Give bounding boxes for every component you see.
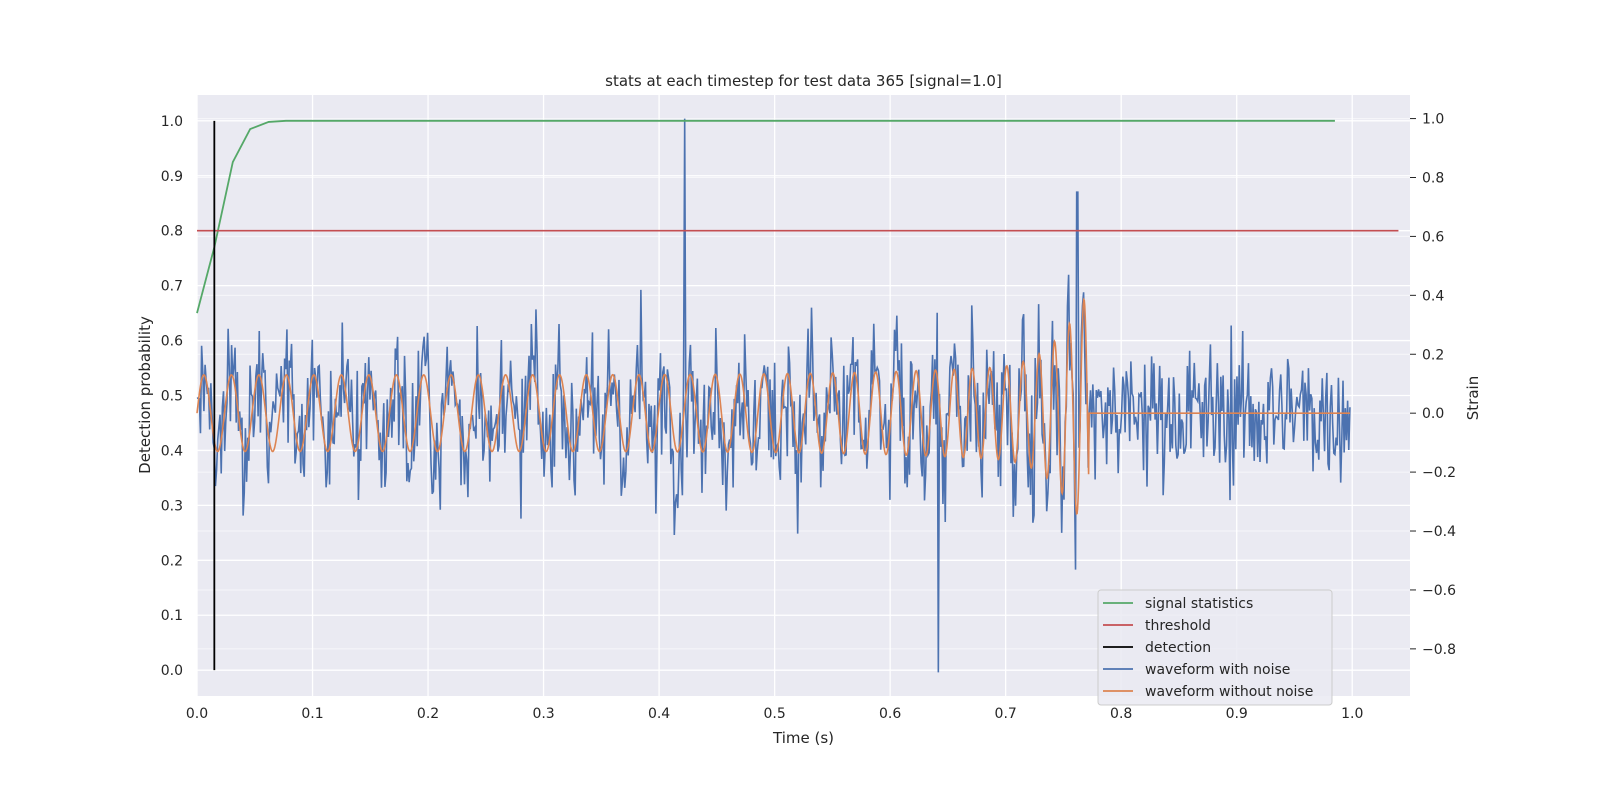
x-axis-label: Time (s): [772, 729, 834, 747]
y-tick-label-right: 0.4: [1422, 288, 1444, 304]
y-tick-label-left: 0.0: [161, 663, 183, 679]
legend-label-waveform-without-noise: waveform without noise: [1145, 684, 1313, 700]
y-tick-label-right: 0.6: [1422, 229, 1444, 245]
x-tick-label: 0.3: [532, 706, 554, 722]
series-waveform-with-noise: [196, 118, 1351, 673]
legend-label-signal-statistics: signal statistics: [1145, 596, 1253, 612]
y-tick-label-right: −0.4: [1422, 524, 1456, 540]
legend-box: [1097, 589, 1333, 706]
legend-label-waveform-with-noise: waveform with noise: [1145, 662, 1290, 678]
y-tick-label-left: 0.5: [161, 389, 183, 405]
ticks-layer: 0.0 0.1 0.2 0.3 0.4 0.5 0.6 0.7 0.8 0.9 1.0 0.0 0.1 0…: [161, 112, 1456, 722]
y-tick-label-left: 0.3: [161, 498, 183, 514]
x-tick-label: 0.4: [648, 706, 670, 722]
y-tick-label-left: 0.1: [161, 608, 183, 624]
x-tick-label: 0.7: [995, 706, 1017, 722]
y-tick-label-right: −0.8: [1422, 642, 1456, 658]
y-tick-label-left: 1.0: [161, 114, 183, 130]
y-tick-label-right: 0.0: [1422, 406, 1444, 422]
y-tick-label-left: 0.6: [161, 334, 183, 350]
y-tick-label-right: 1.0: [1422, 112, 1444, 128]
legend: signal statistics threshold detection wa…: [1097, 589, 1333, 706]
series-waveform-without-noise: [196, 297, 1350, 516]
x-tick-label: 0.6: [879, 706, 901, 722]
y-axis-label-right: Strain: [1464, 376, 1482, 420]
y-tick-label-right: −0.6: [1422, 583, 1456, 599]
x-tick-label: 0.8: [1110, 706, 1132, 722]
y-tick-label-left: 0.9: [161, 169, 183, 185]
y-tick-label-right: 0.2: [1422, 347, 1444, 363]
legend-label-threshold: threshold: [1145, 618, 1211, 634]
series-layer: [196, 118, 1399, 673]
x-tick-label: 0.5: [763, 706, 785, 722]
series-signal-statistics: [196, 119, 1335, 314]
y-tick-label-right: 0.8: [1422, 170, 1444, 186]
y-tick-label-left: 0.2: [161, 553, 183, 569]
y-tick-label-right: −0.2: [1422, 465, 1456, 481]
x-tick-label: 0.1: [301, 706, 323, 722]
chart-title: stats at each timestep for test data 365…: [605, 72, 1002, 90]
legend-label-detection: detection: [1145, 640, 1211, 656]
x-tick-label: 0.2: [417, 706, 439, 722]
x-tick-label: 0.9: [1226, 706, 1248, 722]
x-tick-label: 1.0: [1341, 706, 1363, 722]
y-tick-label-left: 0.8: [161, 224, 183, 240]
y-tick-label-left: 0.7: [161, 279, 183, 295]
x-tick-label: 0.0: [186, 706, 208, 722]
y-tick-label-left: 0.4: [161, 443, 183, 459]
y-axis-label-left: Detection probability: [136, 316, 154, 474]
